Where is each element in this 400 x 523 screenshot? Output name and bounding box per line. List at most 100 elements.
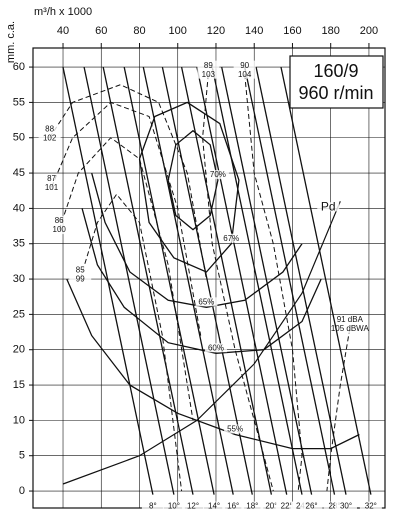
y-tick-label: 45 bbox=[13, 167, 25, 179]
y-tick-label: 5 bbox=[19, 450, 25, 462]
pd-curve bbox=[62, 201, 341, 485]
blade-label: 16° bbox=[227, 502, 239, 511]
blade-label: 32° bbox=[365, 502, 377, 511]
noise-curve bbox=[51, 101, 202, 336]
blade-label: 18° bbox=[246, 502, 258, 511]
noise-label: 90 bbox=[240, 61, 249, 70]
blade-label: 14° bbox=[208, 502, 220, 511]
label-bg bbox=[222, 501, 245, 511]
noise-label: 100 bbox=[53, 225, 67, 234]
blade-curve bbox=[255, 66, 347, 495]
efficiency-curve bbox=[66, 278, 360, 450]
blade-curve bbox=[211, 66, 303, 495]
x-tick-label: 200 bbox=[360, 25, 378, 37]
label-bg bbox=[338, 324, 361, 334]
blade-label: 8° bbox=[149, 502, 157, 511]
y-tick-label: 30 bbox=[13, 273, 25, 285]
label-bg bbox=[162, 501, 185, 511]
noise-label: 89 bbox=[204, 61, 213, 70]
label-bg bbox=[38, 133, 61, 143]
label-bg bbox=[182, 501, 205, 511]
blade-curve bbox=[180, 66, 273, 495]
label-bg bbox=[233, 69, 256, 79]
noise-label: 104 bbox=[238, 70, 252, 79]
efficiency-label: 65% bbox=[198, 297, 214, 306]
blade-label: 30° bbox=[340, 502, 352, 511]
pd-label: Pd bbox=[321, 200, 336, 214]
noise-curve bbox=[202, 74, 274, 492]
y-tick-label: 55 bbox=[13, 96, 25, 108]
label-bg bbox=[69, 274, 92, 284]
noise-label: 88 bbox=[45, 124, 54, 133]
label-bg bbox=[323, 501, 346, 511]
label-bg bbox=[300, 501, 323, 511]
label-bg bbox=[197, 69, 220, 79]
blade-label: 20° bbox=[265, 502, 277, 511]
noise-label: 86 bbox=[55, 216, 64, 225]
x-tick-label: 80 bbox=[133, 25, 145, 37]
noise-label: 102 bbox=[43, 133, 57, 142]
label-bg bbox=[233, 60, 256, 70]
x-tick-label: 140 bbox=[245, 25, 263, 37]
label-bg bbox=[69, 265, 92, 275]
x-axis-title: m³/h x 1000 bbox=[34, 6, 92, 18]
label-bg bbox=[197, 60, 220, 70]
blade-curve bbox=[83, 66, 175, 495]
x-tick-label: 40 bbox=[57, 25, 69, 37]
y-tick-label: 20 bbox=[13, 344, 25, 356]
noise-label: 87 bbox=[47, 174, 56, 183]
label-bg bbox=[40, 182, 63, 192]
blade-label: 12° bbox=[187, 502, 199, 511]
blade-label: 22° bbox=[281, 502, 293, 511]
y-tick-label: 10 bbox=[13, 414, 25, 426]
blade-curve bbox=[280, 66, 372, 495]
noise-label: 101 bbox=[45, 183, 59, 192]
blade-label: 10° bbox=[168, 502, 180, 511]
noise-curve bbox=[326, 328, 351, 492]
noise-curve bbox=[49, 84, 207, 280]
y-tick-label: 50 bbox=[13, 132, 25, 144]
label-bg bbox=[204, 343, 227, 353]
efficiency-label: 67% bbox=[223, 234, 239, 243]
blade-curve bbox=[196, 66, 288, 495]
chart-title: 160/9 bbox=[313, 61, 358, 81]
label-bg bbox=[203, 501, 226, 511]
label-bg bbox=[338, 315, 361, 325]
y-tick-label: 25 bbox=[13, 308, 25, 320]
label-bg bbox=[359, 501, 382, 511]
noise-curve bbox=[244, 74, 303, 492]
label-bg bbox=[38, 124, 61, 134]
y-tick-label: 15 bbox=[13, 379, 25, 391]
y-axis-title: mm. c.a. bbox=[5, 21, 17, 63]
x-tick-label: 120 bbox=[207, 25, 225, 37]
efficiency-curve bbox=[81, 208, 322, 354]
y-tick-label: 40 bbox=[13, 202, 25, 214]
label-bg bbox=[220, 233, 243, 243]
label-bg bbox=[241, 501, 264, 511]
x-tick-label: 160 bbox=[283, 25, 301, 37]
blade-curve bbox=[102, 66, 194, 495]
noise-label: 105 dBWA bbox=[331, 324, 370, 333]
blade-label: 28° bbox=[328, 502, 340, 511]
efficiency-curve bbox=[91, 172, 303, 308]
noise-label: 85 bbox=[76, 266, 85, 275]
label-bg bbox=[48, 216, 71, 226]
blade-curve bbox=[123, 66, 215, 495]
blade-curve bbox=[221, 66, 313, 495]
noise-curve bbox=[79, 193, 183, 492]
blade-curve bbox=[161, 66, 253, 495]
x-tick-label: 100 bbox=[169, 25, 187, 37]
efficiency-label: 55% bbox=[227, 425, 243, 434]
efficiency-label: 70% bbox=[210, 170, 226, 179]
label-bg bbox=[224, 424, 247, 434]
label-bg bbox=[260, 501, 283, 511]
label-bg bbox=[40, 173, 63, 183]
label-bg bbox=[275, 501, 298, 511]
blade-curve bbox=[244, 66, 336, 495]
label-bg bbox=[195, 297, 218, 307]
label-bg bbox=[206, 170, 229, 180]
x-tick-label: 180 bbox=[322, 25, 340, 37]
label-bg bbox=[48, 225, 71, 235]
x-tick-label: 60 bbox=[95, 25, 107, 37]
